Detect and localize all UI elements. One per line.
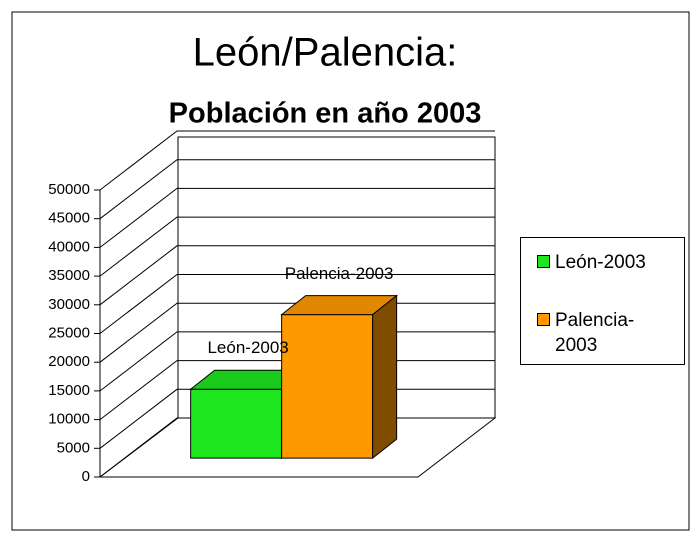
data-label: Palencia-2003 [284,263,394,283]
grid: 0 5000 10000 15000 20000 25000 30000 35000 40000… [48,130,495,485]
legend-swatch [537,255,550,268]
y-tick-label: 5000 [57,439,90,456]
grid-line [99,274,495,334]
bar-top-shade [281,295,397,315]
grid-line [99,216,495,277]
y-tick-label: 25000 [48,324,90,341]
grid-line [99,159,495,220]
bar-top-shade [190,370,306,390]
legend-label: León-2003 [555,252,646,273]
legend-label: Palencia-2003 [555,310,635,356]
legend: León-2003 Palencia-2003 [520,237,685,365]
chart-subtitle: Población en año 2003 [169,98,482,130]
grid-line [99,245,495,306]
chart-title: León/Palencia: [193,31,458,75]
y-tick-label: 20000 [48,353,90,370]
data-label: León-2003 [207,338,289,358]
bar [190,388,283,459]
bar-side-shade [372,295,397,459]
y-tick-label: 50000 [48,181,90,198]
y-tick-label: 10000 [48,411,90,428]
y-tick-label: 45000 [48,210,90,227]
y-tick-label: 40000 [48,238,90,255]
y-tick-label: 35000 [48,267,90,284]
grid-line [99,130,495,191]
bars [189,294,399,460]
legend-swatch [537,313,550,326]
grid-line [99,187,495,248]
y-tick-label: 30000 [48,296,90,313]
bar [281,314,374,459]
y-tick-label: 0 [82,468,90,485]
y-tick-label: 15000 [48,382,90,399]
